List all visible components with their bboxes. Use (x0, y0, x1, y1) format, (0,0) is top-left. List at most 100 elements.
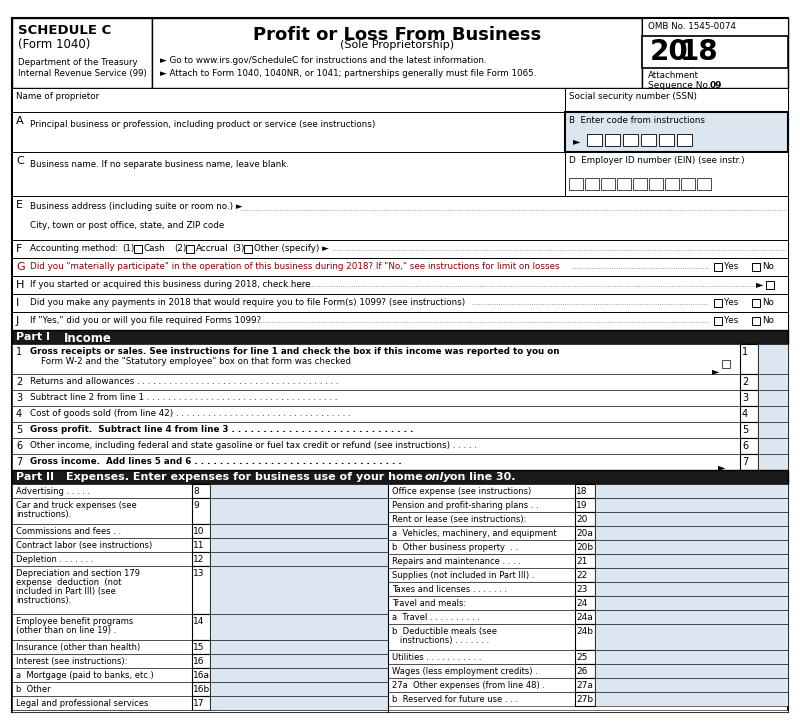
Text: 2: 2 (742, 377, 748, 387)
Text: a  Travel . . . . . . . . . .: a Travel . . . . . . . . . . (392, 613, 480, 622)
Text: Wages (less employment credits) .: Wages (less employment credits) . (392, 667, 538, 676)
Bar (12, 552, 192, 566)
Text: Taxes and licenses . . . . . . .: Taxes and licenses . . . . . . . (392, 585, 507, 594)
Bar (740, 390, 758, 406)
Text: 4: 4 (16, 409, 22, 419)
Text: Expenses. Enter expenses for business use of your home: Expenses. Enter expenses for business us… (66, 472, 426, 482)
Bar (565, 88, 788, 112)
Text: ►: ► (573, 136, 581, 146)
Text: (3): (3) (232, 244, 245, 253)
Text: a  Mortgage (paid to banks, etc.): a Mortgage (paid to banks, etc.) (16, 671, 154, 680)
Text: 10: 10 (193, 527, 205, 536)
Text: b  Other business property  . .: b Other business property . . (392, 543, 518, 552)
Text: 20b: 20b (576, 543, 593, 552)
Text: Sequence No.: Sequence No. (648, 81, 714, 90)
Text: 4: 4 (742, 409, 748, 419)
Text: 17: 17 (193, 699, 205, 708)
Bar (605, 134, 620, 146)
Bar (388, 498, 575, 512)
Bar (595, 582, 788, 596)
Bar (388, 540, 575, 554)
Text: Yes: Yes (724, 298, 738, 307)
Bar (595, 624, 788, 650)
Text: Contract labor (see instructions): Contract labor (see instructions) (16, 541, 152, 550)
Text: Department of the Treasury: Department of the Treasury (18, 58, 138, 67)
Bar (210, 614, 388, 640)
Bar (210, 640, 388, 654)
Bar (595, 610, 788, 624)
Text: 27a: 27a (576, 681, 593, 690)
Text: included in Part III) (see: included in Part III) (see (16, 587, 116, 596)
Text: Other income, including federal and state gasoline or fuel tax credit or refund : Other income, including federal and stat… (30, 441, 477, 450)
Text: 2: 2 (16, 377, 22, 387)
Text: Did you make any payments in 2018 that would require you to file Form(s) 1099? (: Did you make any payments in 2018 that w… (30, 298, 466, 307)
Bar (186, 245, 194, 253)
Text: 8: 8 (193, 487, 198, 496)
Text: Did you "materially participate" in the operation of this business during 2018? : Did you "materially participate" in the … (30, 262, 560, 271)
Text: ► Attach to Form 1040, 1040NR, or 1041; partnerships generally must file Form 10: ► Attach to Form 1040, 1040NR, or 1041; … (160, 69, 536, 78)
Bar (388, 624, 575, 650)
Text: C: C (16, 156, 24, 166)
Bar (633, 178, 647, 190)
Bar (595, 568, 788, 582)
Text: 16: 16 (193, 657, 205, 666)
Bar (210, 566, 388, 614)
Bar (192, 682, 210, 696)
Bar (12, 524, 192, 538)
Text: No: No (762, 316, 774, 325)
Bar (714, 299, 722, 307)
Bar (12, 374, 740, 390)
Text: H: H (16, 280, 24, 290)
Text: Gross income.  Add lines 5 and 6 . . . . . . . . . . . . . . . . . . . . . . . .: Gross income. Add lines 5 and 6 . . . . … (30, 457, 402, 466)
Text: Employee benefit programs: Employee benefit programs (16, 617, 134, 626)
Text: J: J (16, 316, 19, 326)
Bar (575, 664, 595, 678)
Bar (714, 263, 722, 271)
Bar (649, 178, 663, 190)
Text: Advertising . . . . .: Advertising . . . . . (16, 487, 90, 496)
Text: Business name. If no separate business name, leave blank.: Business name. If no separate business n… (30, 160, 289, 169)
Bar (575, 512, 595, 526)
Bar (575, 568, 595, 582)
Text: (Form 1040): (Form 1040) (18, 38, 90, 51)
Text: ►: ► (718, 462, 726, 472)
Bar (740, 406, 758, 422)
Bar (388, 664, 575, 678)
Text: 24: 24 (576, 599, 587, 608)
Bar (134, 245, 142, 253)
Text: 5: 5 (16, 425, 22, 435)
Bar (575, 540, 595, 554)
Text: 24b: 24b (576, 627, 593, 636)
Bar (192, 668, 210, 682)
Text: Commissions and fees . .: Commissions and fees . . (16, 527, 121, 536)
Bar (766, 281, 774, 289)
Bar (740, 438, 758, 454)
Bar (12, 406, 740, 422)
Text: Income: Income (64, 332, 112, 345)
Bar (12, 240, 788, 258)
Bar (192, 498, 210, 524)
Bar (388, 610, 575, 624)
Bar (12, 18, 152, 88)
Text: ►: ► (712, 366, 719, 376)
Bar (565, 152, 788, 196)
Bar (575, 678, 595, 692)
Bar (12, 294, 788, 312)
Text: a  Vehicles, machinery, and equipment: a Vehicles, machinery, and equipment (392, 529, 557, 538)
Bar (642, 36, 788, 68)
Bar (565, 112, 788, 152)
Bar (595, 540, 788, 554)
Bar (740, 422, 758, 438)
Bar (210, 682, 388, 696)
Bar (388, 582, 575, 596)
Bar (388, 512, 575, 526)
Text: 23: 23 (576, 585, 587, 594)
Bar (575, 554, 595, 568)
Text: Depletion . . . . . . .: Depletion . . . . . . . (16, 555, 94, 564)
Bar (740, 454, 758, 470)
Text: instructions).: instructions). (16, 510, 71, 519)
Bar (677, 134, 692, 146)
Bar (192, 524, 210, 538)
Bar (192, 640, 210, 654)
Text: Gross receipts or sales. See instructions for line 1 and check the box if this i: Gross receipts or sales. See instruction… (30, 347, 559, 356)
